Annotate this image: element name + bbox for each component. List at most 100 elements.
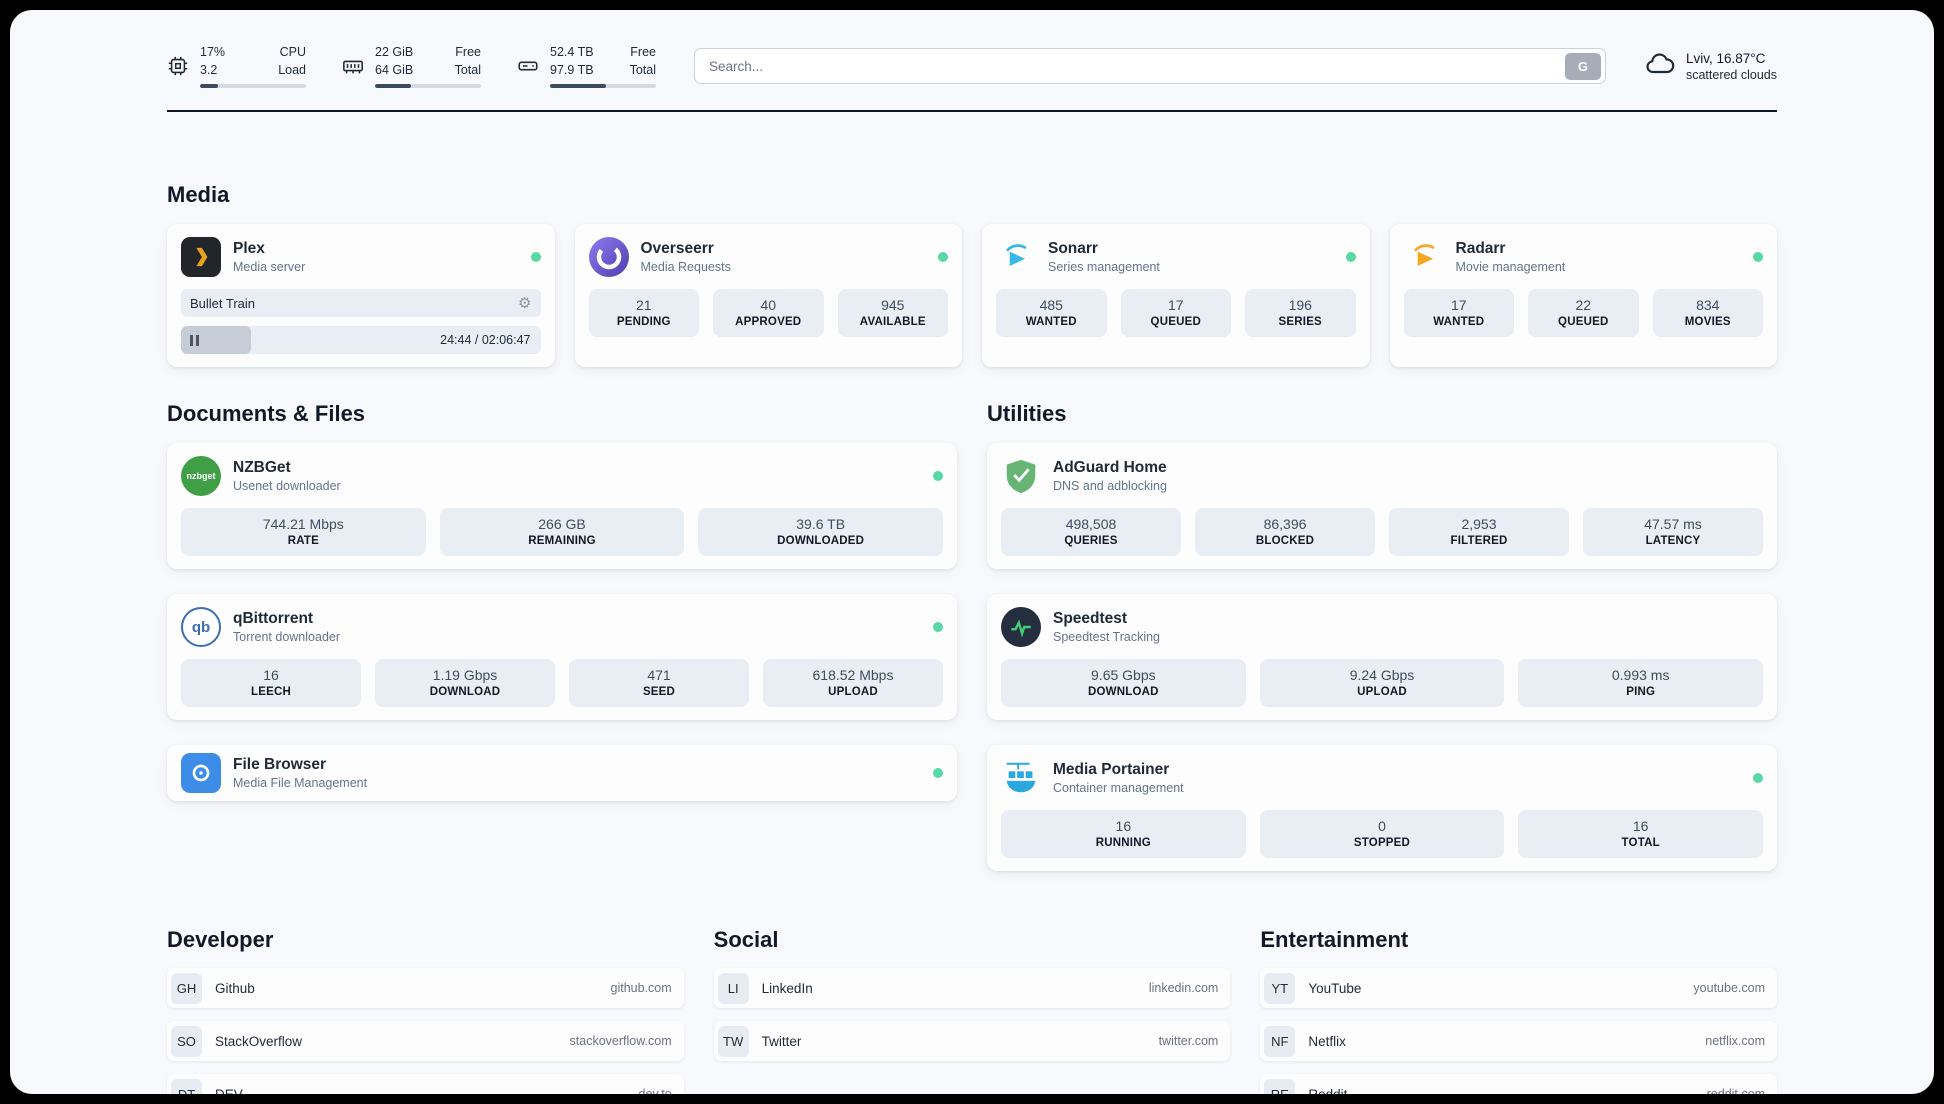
search-bar: G [694, 48, 1606, 84]
stat-value: 485 [1039, 297, 1063, 313]
stat-ping: 0.993 ms PING [1518, 659, 1763, 707]
playback-progress-bar[interactable]: 24:44 / 02:06:47 [181, 326, 541, 354]
disk-total-value: 97.9 TB [550, 62, 594, 77]
stat-value: 39.6 TB [796, 516, 846, 532]
section-title-media: Media [167, 182, 230, 207]
stat-label: PENDING [616, 316, 671, 328]
status-online-dot [933, 768, 943, 778]
stat-upload: 618.52 Mbps UPLOAD [763, 659, 943, 707]
app-name: AdGuard Home [1053, 459, 1167, 476]
topbar-divider [167, 110, 1777, 112]
now-playing-title: Bullet Train [190, 295, 256, 311]
stat-filtered: 2,953 FILTERED [1389, 508, 1569, 556]
search-input[interactable] [699, 58, 1565, 74]
app-subtitle: Usenet downloader [233, 479, 341, 493]
stat-value: 16 [263, 667, 279, 683]
gear-icon[interactable]: ⚙ [518, 295, 532, 312]
stat-stopped: 0 STOPPED [1259, 810, 1505, 858]
section-title-documents: Documents & Files [167, 401, 366, 426]
developer-links-column: Developer GH Github github.com SO StackO… [167, 927, 684, 1094]
cpu-load-label: Load [278, 62, 306, 77]
stat-queued: 22 QUEUED [1528, 289, 1639, 337]
cloud-icon [1644, 48, 1676, 85]
app-card-nzbget[interactable]: nzbget NZBGet Usenet downloader 744.21 M… [167, 443, 957, 569]
disk-usage-widget: 52.4 TB 97.9 TB Free Total [517, 44, 656, 88]
status-online-dot [530, 252, 541, 262]
stat-value: 17 [1450, 297, 1467, 313]
stat-value: 0 [1378, 818, 1386, 834]
section-title-entertainment: Entertainment [1260, 927, 1409, 952]
app-card-adguard[interactable]: AdGuard Home DNS and adblocking 498,508 … [987, 443, 1777, 569]
stat-value: 471 [647, 667, 671, 683]
pause-icon[interactable] [190, 334, 199, 346]
section-title-utilities: Utilities [987, 401, 1067, 426]
portainer-icon [1001, 758, 1041, 798]
link-dev[interactable]: DT DEV dev.to [167, 1074, 684, 1094]
link-twitter[interactable]: TW Twitter twitter.com [713, 1021, 1231, 1061]
disk-usage-bar [550, 84, 656, 88]
link-stackoverflow[interactable]: SO StackOverflow stackoverflow.com [167, 1021, 684, 1061]
stat-label: WANTED [1433, 316, 1485, 328]
stat-value: 618.52 Mbps [812, 667, 894, 683]
app-card-filebrowser[interactable]: File Browser Media File Management [167, 745, 957, 801]
app-subtitle: Series management [1048, 260, 1160, 274]
netflix-badge-icon: NF [1264, 1025, 1296, 1057]
radarr-icon [1404, 237, 1444, 277]
weather-widget: Lviv, 16.87°C scattered clouds [1644, 48, 1777, 85]
disk-free-value: 52.4 TB [550, 45, 594, 59]
link-youtube[interactable]: YT YouTube youtube.com [1260, 968, 1777, 1008]
status-online-dot [933, 471, 943, 481]
link-github[interactable]: GH Github github.com [167, 968, 684, 1008]
stat-blocked: 86,396 BLOCKED [1195, 508, 1375, 556]
app-card-sonarr[interactable]: Sonarr Series management 485 WANTED 17 Q… [982, 224, 1370, 367]
stat-label: DOWNLOADED [777, 535, 865, 547]
app-card-portainer[interactable]: Media Portainer Container management 16 … [987, 745, 1777, 871]
app-card-radarr[interactable]: Radarr Movie management 17 WANTED 22 QUE… [1389, 224, 1777, 367]
stat-label: UPLOAD [828, 686, 878, 698]
link-netflix[interactable]: NF Netflix netflix.com [1260, 1021, 1777, 1061]
stat-value: 945 [881, 297, 905, 313]
status-online-dot [1753, 773, 1763, 783]
media-card-grid: Plex Media server Bullet Train ⚙ 24:44 /… [167, 224, 1777, 367]
weather-condition: scattered clouds [1685, 67, 1777, 82]
ram-usage-bar [375, 84, 481, 88]
stat-label: RATE [287, 535, 319, 547]
stat-download: 9.65 Gbps DOWNLOAD [1001, 659, 1246, 707]
link-reddit[interactable]: RE Reddit reddit.com [1260, 1074, 1777, 1094]
stat-value: 21 [635, 297, 652, 313]
stat-value: 266 GB [538, 516, 586, 532]
app-card-speedtest[interactable]: Speedtest Speedtest Tracking 9.65 Gbps D… [987, 594, 1777, 720]
app-card-qbittorrent[interactable]: qb qBittorrent Torrent downloader 16 LEE… [167, 594, 957, 720]
app-subtitle: Speedtest Tracking [1053, 630, 1161, 644]
now-playing-row: Bullet Train ⚙ [181, 289, 541, 317]
disk-total-label: Total [629, 62, 656, 77]
stat-rate: 744.21 Mbps RATE [181, 508, 426, 556]
github-badge-icon: GH [171, 972, 202, 1004]
stat-label: MOVIES [1684, 316, 1731, 328]
app-subtitle: Media server [233, 260, 306, 274]
app-name: NZBGet [233, 459, 291, 476]
google-search-button[interactable]: G [1564, 52, 1601, 80]
stat-movies: 834 MOVIES [1652, 289, 1763, 337]
cpu-usage-bar [200, 84, 306, 88]
app-card-overseerr[interactable]: Overseerr Media Requests 21 PENDING 40 A… [574, 224, 962, 367]
stat-label: SEED [642, 686, 676, 698]
status-online-dot [1753, 252, 1763, 262]
linkedin-badge-icon: LI [717, 972, 749, 1004]
app-name: Sonarr [1048, 240, 1098, 257]
stat-value: 16 [1115, 818, 1132, 834]
stat-label: DOWNLOAD [429, 686, 501, 698]
stat-label: RUNNING [1095, 837, 1151, 849]
twitter-badge-icon: TW [717, 1025, 749, 1057]
dashboard-page: 17% 3.2 CPU Load [10, 10, 1934, 1094]
section-title-developer: Developer [167, 927, 274, 952]
app-card-plex[interactable]: Plex Media server Bullet Train ⚙ 24:44 /… [167, 224, 555, 367]
stat-queries: 498,508 QUERIES [1001, 508, 1181, 556]
stat-series: 196 SERIES [1245, 289, 1356, 337]
stat-downloaded: 39.6 TB DOWNLOADED [698, 508, 943, 556]
overseerr-icon [588, 237, 629, 277]
app-name: Media Portainer [1053, 761, 1170, 778]
link-linkedin[interactable]: LI LinkedIn linkedin.com [713, 968, 1231, 1008]
plex-icon [181, 237, 221, 277]
cpu-usage-widget: 17% 3.2 CPU Load [167, 44, 306, 88]
